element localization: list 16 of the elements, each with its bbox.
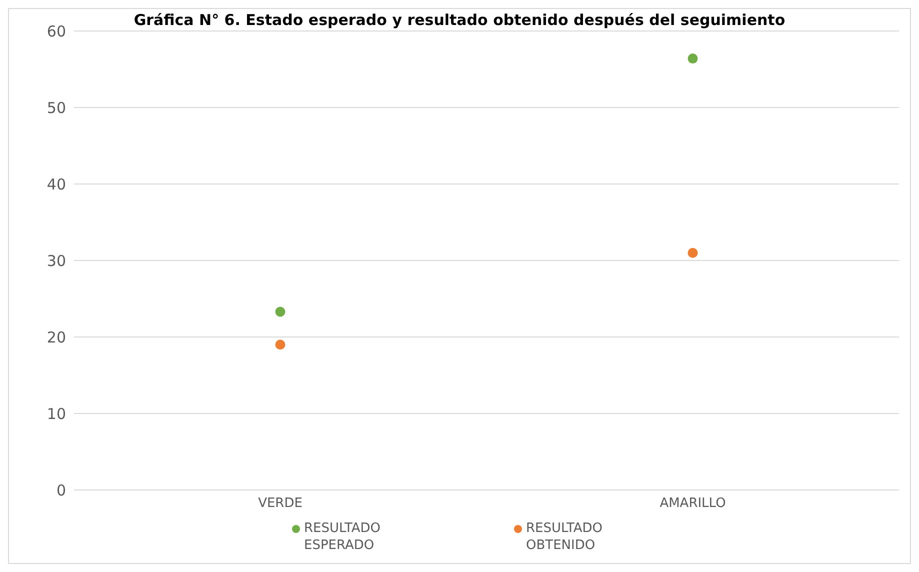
y-tick-label: 50 [46, 98, 66, 117]
x-tick-label: VERDE [258, 496, 302, 512]
y-tick-label: 40 [46, 175, 66, 194]
y-tick-label: 30 [46, 252, 66, 270]
y-tick-label: 0 [56, 481, 66, 500]
legend-label: RESULTADO ESPERADO [304, 520, 382, 554]
legend-label: RESULTADO OBTENIDO [526, 520, 604, 554]
x-tick-label: AMARILLO [660, 496, 726, 512]
y-tick-label: 60 [46, 22, 66, 40]
y-tick-label: 10 [46, 404, 66, 423]
point [688, 54, 698, 64]
y-tick-label: 20 [46, 328, 66, 346]
point [275, 306, 286, 317]
chart-title: Gráfica N° 6. Estado esperado y resultado obtenido después del seguimiento [134, 11, 786, 29]
point [688, 248, 698, 258]
point [275, 340, 286, 350]
